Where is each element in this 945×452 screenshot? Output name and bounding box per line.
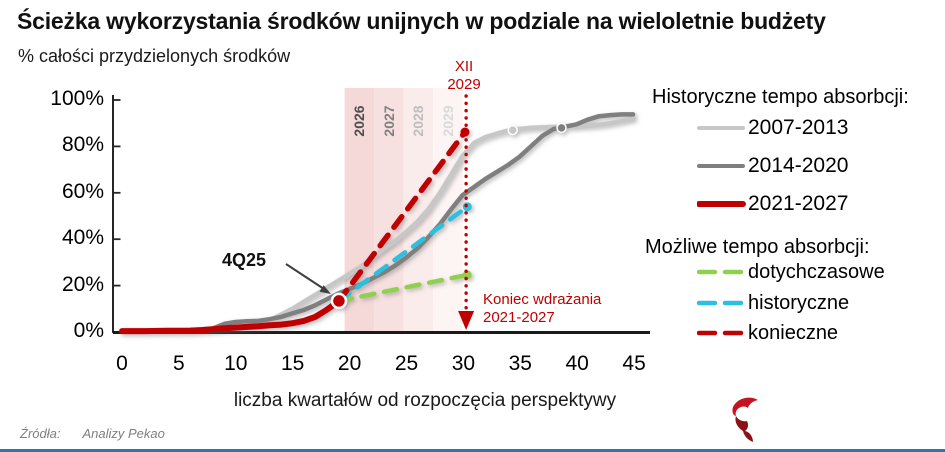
legend-item-label: 2007-2013: [748, 116, 849, 139]
pekao-logo-icon: [732, 397, 758, 442]
source-label: Źródła:: [20, 426, 61, 441]
deadline-label-end-line2: 2021-2027: [483, 309, 555, 326]
projection-endpoint-dotychczasowe: [462, 270, 472, 280]
band-year-label: 2029: [439, 105, 456, 137]
legend-item-label: dotychczasowe: [748, 261, 885, 283]
legend-item-label: historyczne: [748, 292, 850, 314]
y-tick-label: 80%: [61, 133, 104, 157]
x-tick-label: 30: [451, 352, 476, 375]
legend-line-sample: [697, 330, 746, 336]
annotation-arrow: [285, 263, 325, 290]
legend-item-label: konieczne: [748, 322, 839, 344]
band-year-label: 2027: [380, 105, 397, 137]
band-year-label: 2028: [410, 105, 427, 137]
x-tick-label: 25: [394, 352, 419, 375]
annotation-arrowhead-icon: [319, 285, 331, 294]
deadline-label-end-line1: Koniec wdrażania: [483, 291, 602, 308]
y-tick-label: 0%: [73, 319, 104, 342]
y-tick-label: 60%: [61, 179, 104, 203]
y-tick-label: 20%: [61, 272, 104, 296]
x-axis-title: liczba kwartałów od rozpoczęcia perspekt…: [233, 390, 617, 411]
legend-item-label: 2014-2020: [748, 154, 849, 177]
legend-historical-heading: Historyczne tempo absorbcji:: [652, 86, 909, 108]
legend-line-sample: [697, 269, 746, 275]
y-tick-label: 100%: [50, 87, 104, 110]
marker-2007-2013: [507, 124, 518, 136]
page-title: Ścieżka wykorzystania środków unijnych w…: [17, 8, 826, 34]
x-tick-label: 0: [116, 352, 128, 375]
legend-line-sample: [697, 300, 746, 306]
projection-konieczne: [336, 129, 468, 304]
projection-dotychczasowe: [336, 272, 470, 304]
line-2021-2027: [119, 297, 342, 335]
line-2014-2020: [119, 112, 636, 334]
deadline-label-year: 2029: [447, 76, 481, 93]
x-tick-label: 20: [337, 352, 362, 375]
x-tick-label: 40: [565, 352, 589, 375]
x-tick-label: 5: [173, 352, 185, 375]
legend-line-sample: [697, 126, 745, 130]
legend-item-label: 2021-2027: [748, 192, 849, 215]
y-axis-unit-label: % całości przydzielonych środków: [18, 46, 291, 66]
marker-2021-2027: [330, 292, 348, 310]
y-tick-label: 40%: [61, 226, 104, 250]
slide-footer-bar: [0, 449, 945, 452]
legend-line-sample: [697, 201, 746, 207]
deadline-label-xii: XII: [454, 58, 474, 75]
marker-2014-2020: [556, 122, 567, 134]
band-year-label: 2026: [351, 105, 368, 137]
annotation-4q25: 4Q25: [222, 250, 267, 270]
x-tick-label: 45: [622, 352, 646, 375]
legend-possible-heading: Możliwe tempo absorbcji:: [645, 236, 870, 258]
source-value: Analizy Pekao: [82, 426, 165, 441]
x-tick-label: 35: [508, 352, 532, 375]
x-tick-label: 10: [224, 352, 248, 375]
legend-line-sample: [697, 164, 745, 168]
projection-historyczne: [336, 204, 470, 304]
source-note: Źródła: Analizy Pekao: [20, 426, 165, 441]
x-tick-label: 15: [281, 352, 305, 375]
deadline-arrowhead-icon: [458, 311, 475, 330]
